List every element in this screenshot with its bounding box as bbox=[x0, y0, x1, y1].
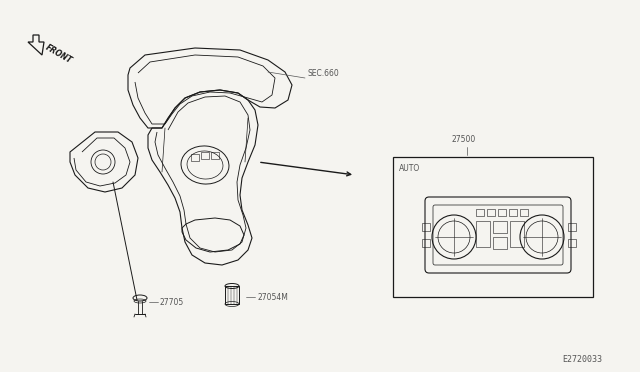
Bar bbox=[487, 209, 495, 216]
Bar bbox=[211, 152, 219, 159]
Text: 27705: 27705 bbox=[160, 298, 184, 307]
Bar bbox=[393, 157, 593, 297]
Bar bbox=[476, 209, 484, 216]
Bar bbox=[568, 223, 576, 231]
Text: 27054M: 27054M bbox=[257, 293, 288, 302]
Bar bbox=[422, 223, 430, 231]
Text: 27500: 27500 bbox=[452, 135, 476, 144]
Polygon shape bbox=[28, 35, 44, 55]
Bar bbox=[476, 221, 490, 247]
Text: FRONT: FRONT bbox=[44, 42, 74, 65]
Bar bbox=[520, 209, 528, 216]
Bar bbox=[191, 154, 199, 161]
Bar bbox=[493, 237, 507, 249]
Bar bbox=[201, 152, 209, 159]
Text: AUTO: AUTO bbox=[399, 164, 420, 173]
Bar bbox=[498, 209, 506, 216]
Bar bbox=[225, 286, 239, 304]
Bar bbox=[422, 239, 430, 247]
Text: SEC.660: SEC.660 bbox=[307, 69, 339, 78]
Bar bbox=[510, 221, 524, 247]
Text: E2720033: E2720033 bbox=[562, 355, 602, 364]
Bar bbox=[509, 209, 517, 216]
Bar bbox=[568, 239, 576, 247]
Bar bbox=[493, 221, 507, 233]
